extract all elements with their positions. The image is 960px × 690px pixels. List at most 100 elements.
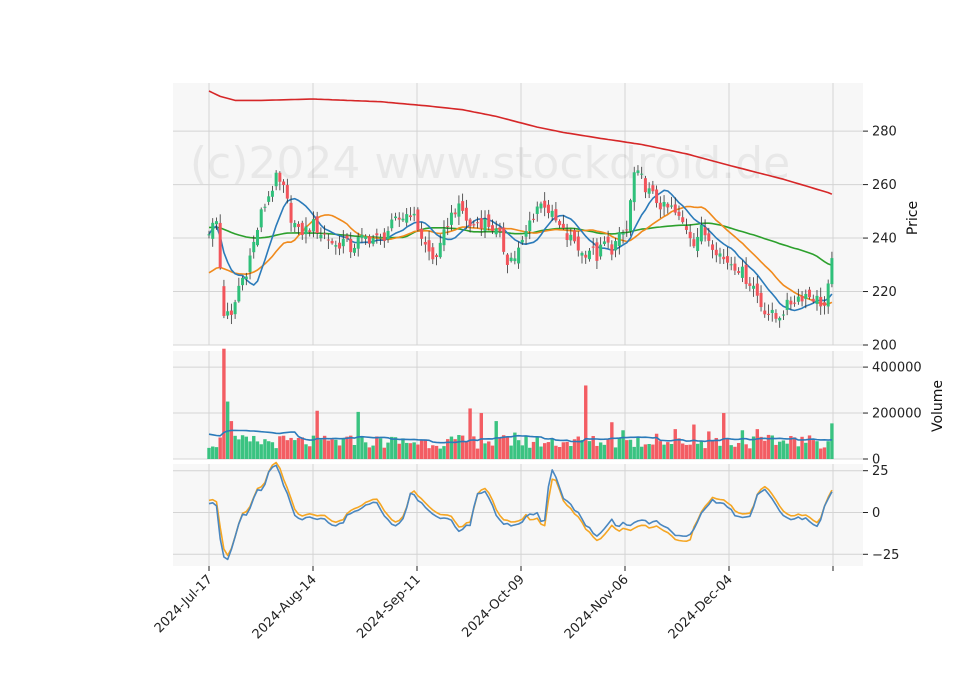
candle-body [696, 236, 700, 251]
volume-bars [207, 348, 834, 459]
candle-body [744, 264, 748, 284]
candle-body [781, 314, 785, 316]
watermark: (c)2024 www.stockdroid.de [190, 138, 790, 189]
candle-body [214, 221, 218, 225]
candle-body [573, 230, 577, 242]
volume-bar [356, 411, 360, 459]
x-tick-label: 2024-Dec-04 [666, 572, 736, 642]
volume-bar [453, 439, 457, 459]
volume-average-line [208, 429, 832, 444]
volume-bar [475, 448, 480, 459]
volume-bar [341, 437, 345, 459]
volume-bar [278, 436, 282, 459]
volume-bar [233, 435, 237, 459]
candle-body [352, 247, 356, 253]
candle-body [423, 241, 427, 245]
volume-bar [535, 436, 539, 459]
candle-body [796, 296, 800, 302]
volume-bar [625, 440, 629, 459]
volume-bar [322, 435, 327, 459]
volume-bar [446, 439, 450, 459]
volume-bar [796, 446, 801, 459]
candle-body [703, 227, 707, 236]
volume-bar [528, 447, 532, 459]
volume-bar [319, 439, 323, 459]
volume-bar [505, 437, 510, 459]
candle-body [655, 189, 659, 204]
volume-bar [237, 439, 241, 459]
volume-bar [431, 445, 435, 459]
candle-body [755, 283, 759, 296]
candle-body [714, 249, 718, 256]
candle-body [800, 296, 804, 302]
volume-bar [587, 441, 592, 459]
candle-body [610, 244, 614, 255]
candle-body [602, 241, 606, 245]
volume-bar [751, 436, 756, 459]
volume-bar [632, 446, 636, 459]
candle-body [763, 310, 767, 315]
candle-body [211, 222, 215, 239]
candle-body [539, 203, 543, 209]
volume-bar [457, 435, 461, 459]
volume-bar [815, 441, 819, 459]
volume-bar [740, 430, 745, 459]
candle-body [543, 200, 547, 208]
candle-body [289, 202, 293, 223]
volume-bar [710, 440, 715, 459]
candle-body [718, 253, 722, 257]
volume-bar [830, 423, 834, 459]
candle-body [338, 242, 342, 249]
candle-body [498, 227, 502, 232]
candle-body [252, 241, 256, 253]
volume-bar [569, 446, 573, 459]
volume-bar [800, 436, 804, 459]
volume-bar [416, 444, 420, 459]
candle-body [420, 228, 424, 239]
volume-bar [576, 436, 580, 459]
candle-body [282, 181, 286, 186]
volume-bar [807, 435, 812, 459]
volume-tick-label: 400000 [872, 361, 922, 376]
volume-bar [449, 436, 454, 459]
candle-body [658, 202, 662, 210]
volume-bar [490, 445, 495, 459]
candle-body [673, 204, 677, 213]
candle-body [524, 231, 528, 237]
candle-body [509, 257, 513, 262]
volume-bar [819, 448, 823, 459]
volume-bar [647, 444, 651, 459]
volume-bar [371, 445, 375, 459]
volume-bar [244, 436, 248, 459]
candle-body [319, 234, 323, 239]
candle-body [550, 210, 554, 217]
candle-body [502, 227, 506, 252]
volume-bar [427, 448, 431, 459]
candle-body [248, 255, 252, 273]
candle-body [367, 236, 371, 244]
volume-bar [487, 441, 491, 459]
volume-bar [367, 447, 372, 459]
candle-body [617, 232, 621, 247]
volume-bar [666, 442, 670, 459]
candle-body [640, 173, 644, 175]
volume-bar [472, 436, 476, 459]
volume-bar [669, 444, 674, 459]
candle-body [405, 214, 409, 223]
volume-bar [397, 443, 401, 459]
volume-bar [804, 442, 808, 459]
candle-body [614, 241, 618, 251]
volume-bar [729, 445, 733, 459]
candle-body [561, 223, 565, 229]
candle-body [804, 293, 808, 300]
volume-bar [598, 442, 603, 459]
oscillator-panel-background [173, 464, 863, 566]
price-tick-label: 260 [872, 178, 897, 193]
candle-body [535, 206, 539, 214]
candle-body [599, 244, 603, 257]
x-tick-label: 2024-Sep-11 [354, 572, 424, 642]
candle-body [226, 311, 230, 316]
candle-body [412, 213, 416, 216]
volume-bar [270, 442, 275, 459]
candle-body [587, 250, 591, 260]
